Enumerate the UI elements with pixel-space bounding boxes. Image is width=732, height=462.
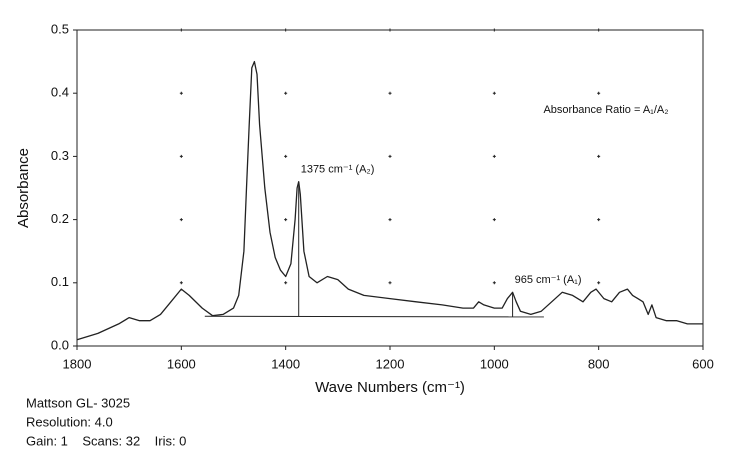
grid-point xyxy=(388,218,392,222)
grid-point xyxy=(179,154,183,158)
x-tick-label: 600 xyxy=(692,356,714,371)
grid-point xyxy=(492,281,496,285)
grid-point xyxy=(388,154,392,158)
grid-point xyxy=(597,91,601,95)
y-axis-label: Absorbance xyxy=(15,148,32,228)
x-tick-label: 1200 xyxy=(376,356,405,371)
grid-point xyxy=(284,154,288,158)
y-tick-label: 0.2 xyxy=(51,211,69,226)
grid-point xyxy=(492,218,496,222)
grid-point xyxy=(388,28,392,32)
x-tick-label: 1600 xyxy=(167,356,196,371)
grid-point xyxy=(597,281,601,285)
footer-line: Mattson GL- 3025 xyxy=(26,395,130,410)
y-tick-label: 0.1 xyxy=(51,274,69,289)
y-tick-label: 0.3 xyxy=(51,148,69,163)
baseline xyxy=(204,315,544,318)
grid-point xyxy=(179,91,183,95)
grid-point xyxy=(179,218,183,222)
grid-point xyxy=(179,28,183,32)
grid-point xyxy=(284,218,288,222)
grid-point xyxy=(597,154,601,158)
x-tick-label: 1400 xyxy=(271,356,300,371)
grid-point xyxy=(492,28,496,32)
grid-point xyxy=(284,28,288,32)
footer-line: Gain: 1 Scans: 32 Iris: 0 xyxy=(26,433,186,448)
x-tick-label: 800 xyxy=(588,356,610,371)
footer-line: Resolution: 4.0 xyxy=(26,414,113,429)
grid-point xyxy=(388,281,392,285)
y-tick-label: 0.0 xyxy=(51,337,69,352)
x-tick-label: 1800 xyxy=(63,356,92,371)
grid-point xyxy=(597,28,601,32)
grid-point xyxy=(492,91,496,95)
x-tick-label: 1000 xyxy=(480,356,509,371)
y-tick-label: 0.4 xyxy=(51,85,69,100)
ratio-note: Absorbance Ratio = A₁/A₂ xyxy=(543,104,668,116)
grid-point xyxy=(388,91,392,95)
x-axis-label: Wave Numbers (cm⁻¹) xyxy=(315,379,465,396)
grid-point xyxy=(597,218,601,222)
grid-point xyxy=(492,154,496,158)
peak-label: 965 cm⁻¹ (A₁) xyxy=(515,274,582,286)
spectrum-line xyxy=(76,60,703,341)
grid-point xyxy=(284,281,288,285)
grid-point xyxy=(179,281,183,285)
y-tick-label: 0.5 xyxy=(51,21,69,36)
grid-point xyxy=(284,91,288,95)
peak-label: 1375 cm⁻¹ (A₂) xyxy=(301,164,375,176)
